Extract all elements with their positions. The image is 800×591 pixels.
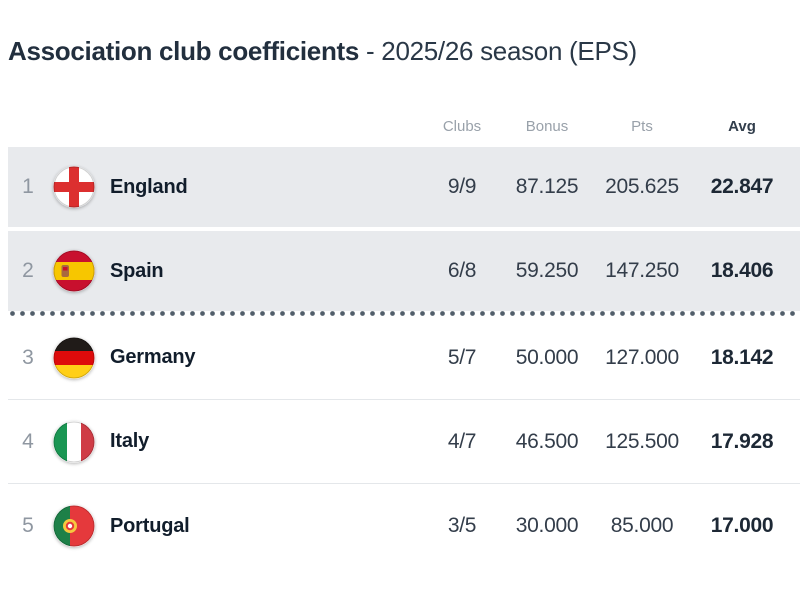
england-flag-icon xyxy=(53,166,95,208)
row-clubs-value: 5/7 xyxy=(447,345,477,369)
table-row-germany[interactable]: 3 Germany 5/7 50.000 127.000 18.142 xyxy=(8,316,800,401)
table-row-italy[interactable]: 4 Italy 4/7 46.500 125.500 17.928 xyxy=(8,400,800,485)
row-country-name: Italy xyxy=(110,430,150,453)
column-header-pts: Pts xyxy=(631,118,653,136)
table-row-england[interactable]: 1 England 9/9 87.125 205.625 22.847 xyxy=(8,147,800,228)
row-pts-value: 147.250 xyxy=(605,259,679,283)
association-coefficients-table: Clubs Bonus Pts Avg 1 England 9/9 87.125… xyxy=(8,67,800,568)
row-rank: 1 xyxy=(22,175,34,199)
spain-flag-icon xyxy=(53,250,95,292)
row-rank: 3 xyxy=(22,345,34,369)
row-rank: 5 xyxy=(22,514,34,538)
row-bonus-value: 59.250 xyxy=(515,259,579,283)
row-country-name: Portugal xyxy=(110,514,190,537)
table-row-spain[interactable]: 2 Spain 6/8 59.250 147.250 18.406 xyxy=(8,231,800,312)
row-clubs-value: 9/9 xyxy=(447,175,477,199)
row-avg-value: 17.000 xyxy=(710,514,774,538)
row-avg-value: 17.928 xyxy=(710,429,774,453)
row-rank: 2 xyxy=(22,259,34,283)
row-pts-value: 125.500 xyxy=(605,429,679,453)
row-bonus-value: 46.500 xyxy=(515,429,579,453)
germany-flag-icon xyxy=(53,337,95,379)
qualification-cutoff-divider xyxy=(8,311,800,317)
row-avg-value: 18.142 xyxy=(710,345,774,369)
page-title-season: - 2025/26 season (EPS) xyxy=(366,36,637,66)
row-avg-value: 18.406 xyxy=(710,259,774,283)
column-header-avg: Avg xyxy=(728,118,756,136)
page-title: Association club coefficients - 2025/26 … xyxy=(8,36,800,67)
italy-flag-icon xyxy=(53,421,95,463)
table-body: 1 England 9/9 87.125 205.625 22.847 2 Sp… xyxy=(8,147,800,568)
row-pts-value: 205.625 xyxy=(605,175,679,199)
row-clubs-value: 3/5 xyxy=(447,514,477,538)
row-pts-value: 127.000 xyxy=(605,345,679,369)
row-country-name: Germany xyxy=(110,346,196,369)
column-header-clubs: Clubs xyxy=(442,118,482,136)
row-pts-value: 85.000 xyxy=(610,514,674,538)
row-country-name: England xyxy=(110,175,188,198)
row-bonus-value: 87.125 xyxy=(515,175,579,199)
row-avg-value: 22.847 xyxy=(710,175,774,199)
table-header-row: Clubs Bonus Pts Avg xyxy=(8,67,800,147)
row-bonus-value: 30.000 xyxy=(515,514,579,538)
row-rank: 4 xyxy=(22,429,34,453)
row-bonus-value: 50.000 xyxy=(515,345,579,369)
row-country-name: Spain xyxy=(110,259,164,282)
page-title-main: Association club coefficients xyxy=(8,36,360,66)
table-row-portugal[interactable]: 5 Portugal 3/5 30.000 85.000 17.000 xyxy=(8,484,800,568)
row-clubs-value: 6/8 xyxy=(447,259,477,283)
column-header-bonus: Bonus xyxy=(525,118,569,136)
portugal-flag-icon xyxy=(53,505,95,547)
row-clubs-value: 4/7 xyxy=(447,429,477,453)
